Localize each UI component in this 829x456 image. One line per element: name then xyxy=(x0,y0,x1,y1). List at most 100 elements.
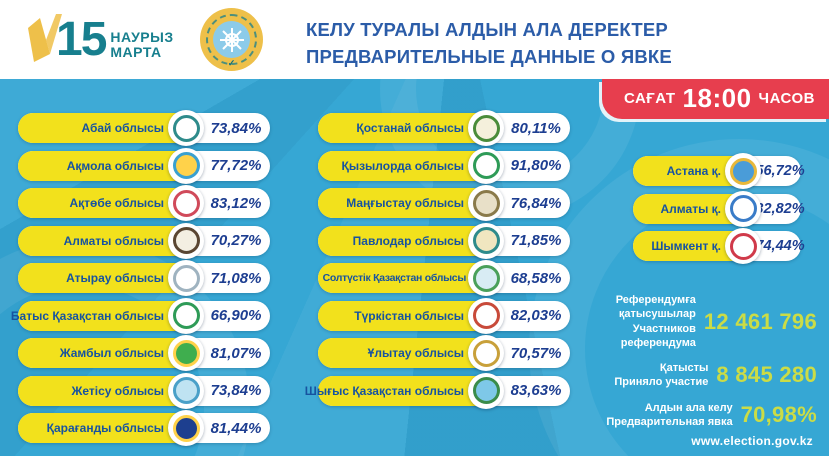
time-suffix: ЧАСОВ xyxy=(758,89,815,107)
brand-number: 15 xyxy=(56,13,107,66)
turnout-value: 73,84% xyxy=(210,119,262,137)
city-name: Астана қ. xyxy=(633,156,745,186)
region-name: Солтүстік Қазақстан облысы xyxy=(318,263,490,293)
region-name: Алматы облысы xyxy=(18,225,190,256)
region-name: Шығыс Қазақстан облысы xyxy=(305,375,490,406)
time-badge: САҒАТ 18:00 ЧАСОВ xyxy=(601,79,829,119)
website-link[interactable]: www.election.gov.kz xyxy=(691,434,813,448)
emblem-core xyxy=(472,152,500,179)
emblem-core xyxy=(172,114,200,142)
region-emblem-icon xyxy=(168,222,204,259)
region-name: Маңғыстау облысы xyxy=(318,188,490,218)
region-row: Атырау облысы 71,08% xyxy=(18,260,270,296)
region-name: Қызылорда облысы xyxy=(318,150,490,181)
election-commission-emblem-icon: ✓ xyxy=(200,8,263,71)
city-emblem-icon xyxy=(725,228,761,264)
region-emblem-icon xyxy=(468,110,504,146)
march-15-logo: 15 НАУРЫЗ МАРТА xyxy=(26,12,174,68)
region-row: Жетісу облысы 73,84% xyxy=(18,372,270,409)
region-row: Батыс Қазақстан облысы 66,90% xyxy=(11,297,270,334)
region-name: Абай облысы xyxy=(18,113,190,143)
region-emblem-icon xyxy=(168,297,204,334)
region-row: Ұлытау облысы 70,57% xyxy=(318,335,570,371)
emblem-core xyxy=(472,339,500,367)
stat-label-ru: Приняло участие xyxy=(614,376,709,389)
emblem-core xyxy=(472,227,500,254)
region-emblem-icon xyxy=(168,335,204,371)
turnout-value: 91,80% xyxy=(510,157,562,174)
emblem-core xyxy=(472,302,500,329)
region-row: Қарағанды облысы 81,44% xyxy=(18,410,270,446)
emblem-core xyxy=(172,414,200,442)
region-emblem-icon xyxy=(168,147,204,184)
stat-label-kk: Қатысты xyxy=(659,362,709,375)
region-emblem-icon xyxy=(168,260,204,296)
region-row: Абай облысы 73,84% xyxy=(18,110,270,146)
emblem-core xyxy=(729,195,757,222)
turnout-value: 56,72% xyxy=(755,163,805,179)
turnout-value: 76,84% xyxy=(510,194,562,212)
emblem-core xyxy=(172,377,200,404)
turnout-value: 80,11% xyxy=(511,119,561,137)
region-row: Жамбыл облысы 81,07% xyxy=(18,335,270,371)
turnout-value: 32,82% xyxy=(755,200,805,217)
title-russian: ПРЕДВАРИТЕЛЬНЫЕ ДАННЫЕ О ЯВКЕ xyxy=(306,46,672,67)
region-name: Түркістан облысы xyxy=(318,300,490,331)
region-name: Атырау облысы xyxy=(18,263,190,293)
region-row: Алматы облысы 70,27% xyxy=(18,222,270,259)
header: 15 НАУРЫЗ МАРТА ✓ КЕЛУ ТУРАЛЫ АЛДЫН АЛА … xyxy=(0,0,829,79)
stat-label-ru: Участников референдума xyxy=(620,322,696,349)
brand-word-kk: НАУРЫЗ xyxy=(110,29,174,45)
turnout-value: 81,07% xyxy=(210,344,262,362)
region-row: Павлодар облысы 71,85% xyxy=(318,222,570,259)
region-name: Павлодар облысы xyxy=(318,225,490,256)
region-name: Батыс Қазақстан облысы xyxy=(11,300,190,331)
region-emblem-icon xyxy=(468,297,504,334)
region-row: Шығыс Қазақстан облысы 83,63% xyxy=(305,372,570,409)
emblem-core xyxy=(472,377,500,404)
emblem-core xyxy=(729,232,757,260)
turnout-value: 83,12% xyxy=(210,194,262,212)
city-emblem-icon xyxy=(725,153,761,189)
emblem-core xyxy=(172,264,200,292)
turnout-value: 71,85% xyxy=(510,232,562,249)
shanyrak-ornament-icon xyxy=(219,27,244,52)
turnout-value: 74,44% xyxy=(755,238,805,254)
page-title: КЕЛУ ТУРАЛЫ АЛДЫН АЛА ДЕРЕКТЕР ПРЕДВАРИТ… xyxy=(306,16,672,70)
city-column: Астана қ. 56,72% Алматы қ. 32,82% Шымкент қ.… xyxy=(633,153,805,269)
stat-participants: Референдумға қатысушылар Участников рефе… xyxy=(565,293,817,350)
region-emblem-icon xyxy=(168,410,204,446)
turnout-value: 68,58% xyxy=(510,269,562,287)
region-row: Қызылорда облысы 91,80% xyxy=(318,147,570,184)
title-kazakh: КЕЛУ ТУРАЛЫ АЛДЫН АЛА ДЕРЕКТЕР xyxy=(306,19,668,40)
city-row: Шымкент қ. 74,44% xyxy=(633,228,805,264)
turnout-value: 77,72% xyxy=(210,157,262,174)
time-prefix: САҒАТ xyxy=(623,89,676,107)
emblem-core xyxy=(472,189,500,217)
stat-value: 70,98% xyxy=(740,402,817,428)
stat-turnout: Алдын ала келу Предварительная явка 70,9… xyxy=(565,401,817,430)
turnout-value: 70,27% xyxy=(210,232,262,249)
stat-label-ru: Предварительная явка xyxy=(606,416,733,429)
region-emblem-icon xyxy=(168,185,204,221)
region-row: Түркістан облысы 82,03% xyxy=(318,297,570,334)
region-name: Ұлытау облысы xyxy=(318,338,490,368)
emblem-core xyxy=(172,189,200,217)
turnout-value: 82,03% xyxy=(510,307,562,324)
region-column-1: Абай облысы 73,84% Ақмола облысы 77,72% Ақтө… xyxy=(11,110,270,451)
emblem-core xyxy=(172,152,200,179)
region-emblem-icon xyxy=(168,110,204,146)
region-name: Жамбыл облысы xyxy=(18,338,190,368)
region-name: Қостанай облысы xyxy=(318,113,490,143)
stat-label-kk: Алдын ала келу xyxy=(644,401,733,414)
totals-block: Референдумға қатысушылар Участников рефе… xyxy=(565,293,817,429)
city-emblem-icon xyxy=(725,190,761,227)
turnout-value: 83,63% xyxy=(510,382,562,399)
region-row: Қостанай облысы 80,11% xyxy=(318,110,570,146)
emblem-core xyxy=(729,157,757,185)
turnout-value: 70,57% xyxy=(510,344,562,362)
region-emblem-icon xyxy=(168,372,204,409)
brand-word-ru: МАРТА xyxy=(110,44,162,60)
stat-value: 8 845 280 xyxy=(716,362,817,388)
turnout-value: 71,08% xyxy=(210,269,262,287)
